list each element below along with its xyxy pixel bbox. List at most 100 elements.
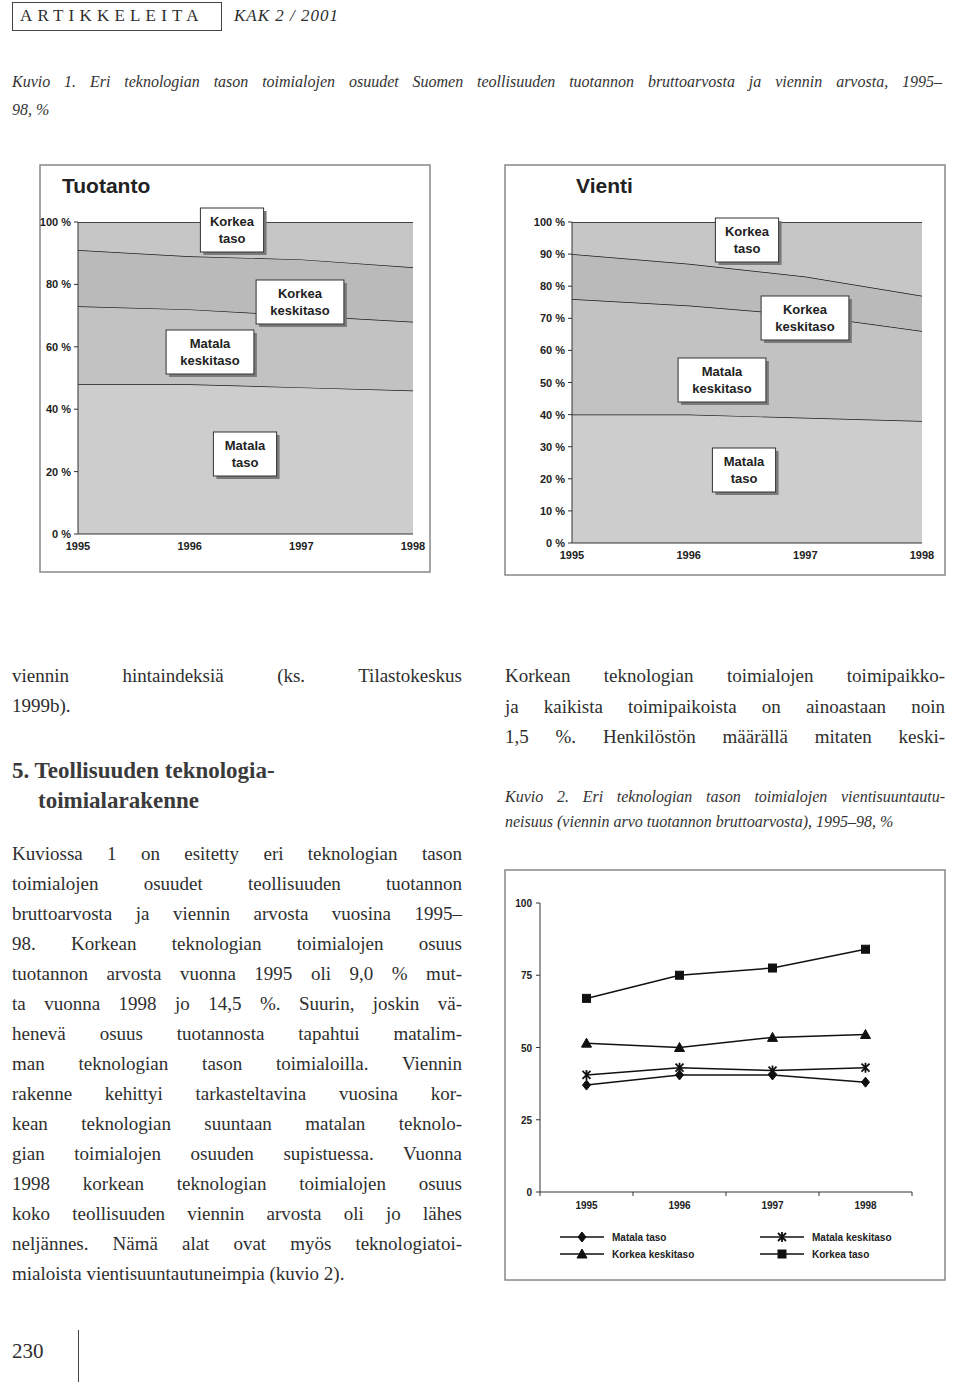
y-tick: [568, 254, 572, 255]
series-label: Matalakeskitaso: [692, 364, 751, 396]
label-box: [166, 330, 254, 374]
body-text: kean teknologian suuntaan matalan teknol…: [12, 1113, 462, 1135]
label-line: Matala: [702, 364, 743, 379]
body-text: toimialojen osuudet teollisuuden tuotann…: [12, 873, 462, 895]
label-line: taso: [734, 241, 761, 256]
x-tick-label: 1997: [793, 549, 817, 561]
point: [583, 994, 591, 1002]
label-box: [712, 448, 775, 492]
legend-marker: [578, 1232, 586, 1242]
y-tick: [74, 471, 78, 472]
body-text: 1,5 %. Henkilöstön määrällä mitaten kesk…: [505, 726, 945, 748]
y-tick: [568, 350, 572, 351]
legend-label: Korkea keskitaso: [612, 1249, 694, 1260]
body-text: bruttoarvosta ja viennin arvosta vuosina…: [12, 903, 462, 925]
y-tick-label: 60 %: [46, 341, 71, 353]
body-text: henevä osuus tuotannosta tapahtui matali…: [12, 1023, 462, 1045]
label-box: [256, 280, 344, 324]
x-tick: [912, 1192, 913, 1196]
x-tick: [540, 1192, 541, 1196]
chart-frame: [40, 165, 430, 572]
x-tick-label: 1998: [854, 1200, 877, 1211]
y-tick: [568, 382, 572, 383]
y-tick: [536, 903, 540, 904]
x-tick-label: 1998: [401, 540, 425, 552]
label-box: [678, 358, 766, 402]
series-label: Matalakeskitaso: [180, 336, 239, 368]
x-axis: [78, 534, 413, 535]
section-heading: 5. Teollisuuden teknologia-: [12, 760, 275, 782]
x-tick-label: 1995: [66, 540, 90, 552]
y-tick: [74, 409, 78, 410]
legend-label: Matala taso: [612, 1232, 666, 1243]
label-line: taso: [219, 231, 246, 246]
figure-caption: Kuvio 2. Eri teknologian tason toimialoj…: [505, 787, 945, 807]
series-line: [587, 1075, 866, 1085]
body-text: 1998 korkean teknologian toimialojen osu…: [12, 1173, 462, 1195]
figure-caption: neisuus (viennin arvo tuotannon bruttoar…: [505, 812, 893, 832]
y-tick: [536, 1047, 540, 1048]
y-tick: [536, 975, 540, 976]
series-label: Korkeakeskitaso: [270, 286, 329, 318]
y-tick: [74, 284, 78, 285]
series-label: Korkea keskitaso: [775, 302, 834, 334]
y-tick-label: 80 %: [46, 278, 71, 290]
body-text: mialoista vientisuuntautuneimpia (kuvio …: [12, 1263, 344, 1285]
point: [676, 1063, 684, 1073]
body-text: koko teollisuuden viennin arvosta oli jo…: [12, 1203, 462, 1225]
series-line: [587, 1068, 866, 1075]
plot-area: [78, 222, 413, 534]
section-heading: toimialarakenne: [38, 790, 199, 812]
chart-title: Tuotanto: [62, 174, 150, 197]
point: [862, 1077, 870, 1087]
legend: Matala taso Matala keskitaso Korkea keskit…: [560, 1232, 892, 1260]
body-text: rakenne kehittyi tarkasteltavina vuosina…: [12, 1083, 462, 1105]
point: [861, 1029, 871, 1038]
y-tick-label: 20 %: [46, 466, 71, 478]
y-tick: [568, 510, 572, 511]
legend-marker: [577, 1249, 587, 1258]
x-tick-label: 1996: [668, 1200, 691, 1211]
y-axis: [78, 222, 79, 534]
y-tick-label: 0 %: [546, 537, 565, 549]
y-tick: [536, 1119, 540, 1120]
body-text: ta vuonna 1998 jo 14,5 %. Suurin, joskin…: [12, 993, 462, 1015]
body-text: gian toimialojen osuuden supistuessa. Vu…: [12, 1143, 462, 1165]
x-tick-label: 1995: [575, 1200, 598, 1211]
y-tick: [74, 222, 78, 223]
legend-marker: [778, 1250, 786, 1258]
point: [583, 1070, 591, 1080]
label-line: keskitaso: [270, 303, 329, 318]
series-label: Matalataso: [724, 454, 765, 486]
point: [583, 1080, 591, 1090]
y-tick-label: 75: [521, 970, 533, 981]
x-tick-label: 1996: [676, 549, 700, 561]
plot-area: [572, 222, 922, 543]
label-line: Korkea: [783, 302, 828, 317]
label-line: keskitaso: [775, 319, 834, 334]
body-text: 1999b).: [12, 695, 71, 717]
x-tick-label: 1995: [560, 549, 584, 561]
y-tick-label: 80 %: [540, 280, 565, 292]
y-tick: [74, 346, 78, 347]
point: [582, 1038, 592, 1047]
legend-label: Matala keskitaso: [812, 1232, 892, 1243]
figure-caption: Kuvio 1. Eri teknologian tason toimialoj…: [12, 72, 942, 92]
y-tick-label: 30 %: [540, 441, 565, 453]
point: [676, 971, 684, 979]
x-tick: [726, 1192, 727, 1196]
y-tick-label: 50: [521, 1043, 533, 1054]
y-tick: [568, 478, 572, 479]
label-box: [200, 208, 263, 252]
x-tick: [633, 1192, 634, 1196]
y-tick-label: 40 %: [46, 403, 71, 415]
figure-caption: 98, %: [12, 100, 49, 120]
header-journal: KAK 2 / 2001: [234, 5, 339, 27]
page: Tuotanto0 %20 %40 %60 %80 %100 %19951996…: [0, 0, 960, 1385]
label-line: taso: [232, 455, 259, 470]
body-text: tuotannon arvosta vuonna 1995 oli 9,0 % …: [12, 963, 462, 985]
line-chart: 02550751001995199619971998Matala tasoMat…: [505, 870, 945, 1280]
y-tick: [568, 222, 572, 223]
point: [675, 1043, 685, 1052]
x-axis: [572, 543, 922, 544]
